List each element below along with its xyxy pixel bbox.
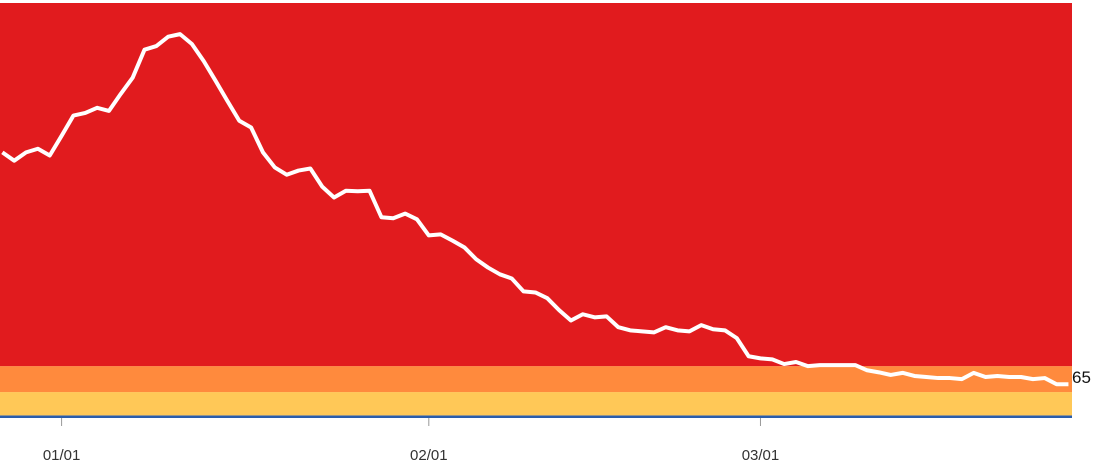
risk-band (0, 3, 1072, 367)
risk-band (0, 415, 1072, 418)
data-line (1, 32, 1069, 387)
x-tick-label: 03/01 (742, 447, 780, 464)
x-tick-label: 02/01 (410, 447, 448, 464)
value-label: 65 (1072, 368, 1091, 387)
x-tick-label: 01/01 (43, 447, 81, 464)
risk-band (0, 392, 1072, 416)
risk-band (0, 366, 1072, 393)
